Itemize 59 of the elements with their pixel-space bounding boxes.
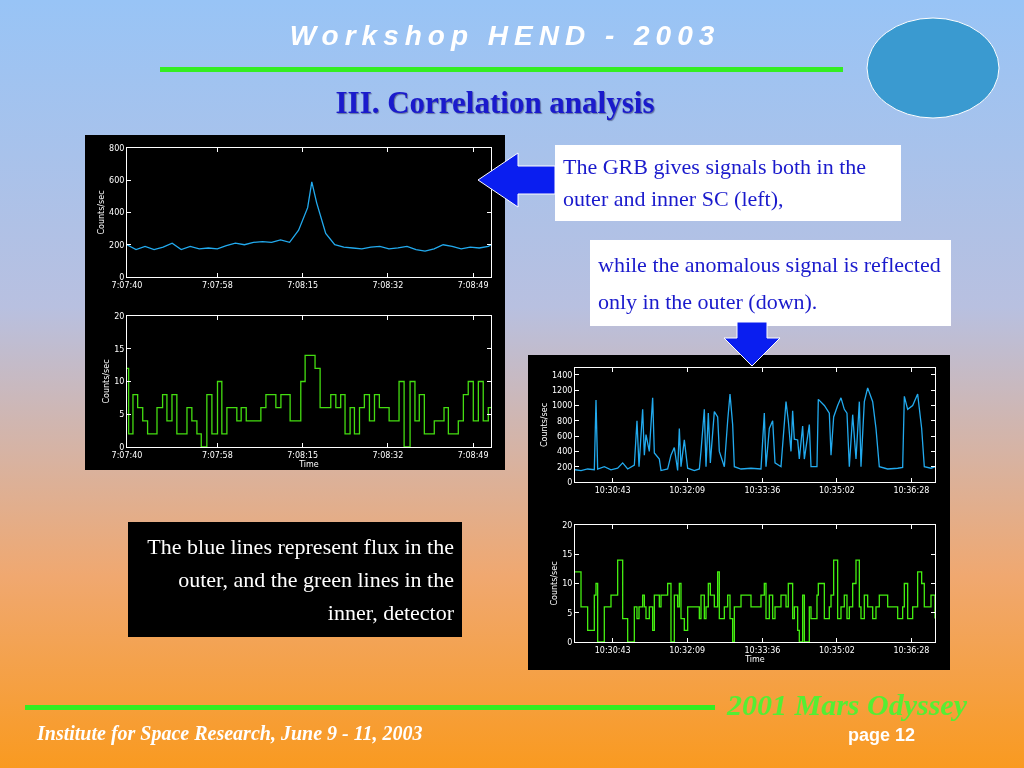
text: III. Correlation analysis [334,85,656,121]
x-tick-label: 7:08:49 [457,280,489,290]
y-tick-label: 1200 [552,385,573,395]
text: Institute for Space Research, June 9 - 11, 2003 [37,722,423,745]
x-tick-label: 10:32:09 [669,485,706,495]
y-tick-label: 800 [557,416,573,426]
text: The GRB gives signals both in the outer and inner SC (left), [555,145,901,221]
x-tick-label: 7:07:58 [201,450,233,460]
y-tick-label: 1000 [552,401,573,411]
y-tick-label: 600 [557,431,573,441]
y-tick-label: 0 [567,477,573,487]
y-axis-title: Counts/sec [96,190,106,235]
y-tick-label: 20 [114,311,125,321]
y-tick-label: 600 [109,176,125,186]
y-tick-label: 5 [119,410,125,420]
x-tick-label: 7:08:32 [372,450,404,460]
text: The blue lines represent flux in the outer, and the green lines in the inner, detector [128,522,462,637]
y-tick-label: 20 [562,520,573,530]
x-tick-label: 7:08:15 [287,280,319,290]
y-tick-label: 400 [109,208,125,218]
y-axis-title: Counts/sec [101,359,111,404]
x-tick-label: 10:30:43 [594,485,631,495]
y-tick-label: 10 [562,579,573,589]
y-axis-title: Counts/sec [539,402,549,448]
y-tick-label: 400 [557,447,573,457]
y-tick-label: 10 [114,377,125,387]
x-tick-label: 10:33:36 [744,485,781,495]
y-tick-label: 15 [114,344,125,354]
text: Workshop HEND - 2003 [288,20,722,52]
text: 2001 Mars Odyssey [727,688,967,722]
y-tick-label: 1400 [552,370,573,380]
x-tick-label: 7:07:40 [111,280,143,290]
x-tick-label: 7:08:32 [372,280,404,290]
text: while the anomalous signal is reflected only in the outer (down). [590,240,951,326]
x-tick-label: 7:08:49 [457,450,489,460]
x-tick-label: 10:36:28 [893,645,930,655]
x-tick-label: 10:36:28 [893,485,930,495]
x-tick-label: 7:07:58 [201,280,233,290]
line-series [575,387,935,472]
x-tick-label: 10:35:02 [818,645,855,655]
x-tick-label: 7:07:40 [111,450,143,460]
text: page 12 [848,725,916,746]
y-tick-label: 5 [567,608,573,618]
y-tick-label: 800 [109,143,125,153]
x-axis-title: Time [298,459,319,469]
x-tick-label: 10:32:09 [669,645,706,655]
x-tick-label: 10:33:36 [744,645,781,655]
y-tick-label: 0 [119,272,125,282]
x-tick-label: 7:08:15 [287,450,319,460]
x-axis-title: Time [744,654,765,664]
y-axis-title: Counts/sec [549,561,559,606]
y-tick-label: 200 [557,462,573,472]
x-tick-label: 10:35:02 [818,485,855,495]
y-tick-label: 0 [567,637,573,647]
y-tick-label: 0 [119,442,125,452]
y-tick-label: 200 [109,240,125,250]
line-series [127,181,491,252]
x-tick-label: 10:30:43 [594,645,631,655]
y-tick-label: 15 [562,550,573,560]
